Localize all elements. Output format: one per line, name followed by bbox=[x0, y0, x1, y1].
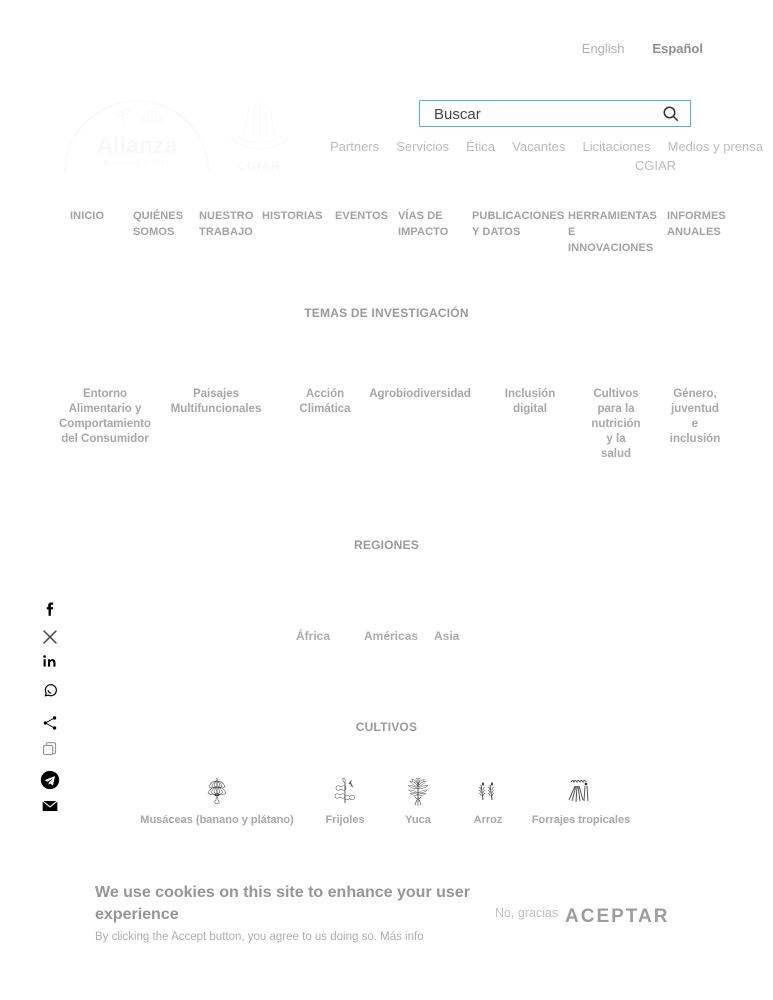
svg-text:Alianza: Alianza bbox=[97, 132, 178, 158]
svg-text:CGIAR: CGIAR bbox=[237, 159, 281, 173]
svg-text:Bioversity & CIAT: Bioversity & CIAT bbox=[104, 158, 171, 167]
